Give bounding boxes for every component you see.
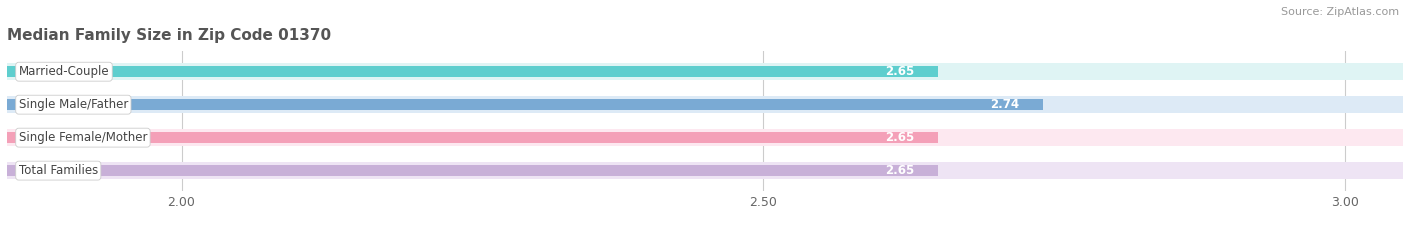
Bar bbox=[7, 99, 1042, 110]
Text: Median Family Size in Zip Code 01370: Median Family Size in Zip Code 01370 bbox=[7, 28, 332, 43]
Text: 2.65: 2.65 bbox=[886, 65, 914, 78]
Text: Married-Couple: Married-Couple bbox=[18, 65, 110, 78]
Bar bbox=[7, 63, 1403, 80]
Bar bbox=[7, 66, 938, 77]
Text: 2.74: 2.74 bbox=[990, 98, 1019, 111]
Text: Total Families: Total Families bbox=[18, 164, 98, 177]
Text: Single Male/Father: Single Male/Father bbox=[18, 98, 128, 111]
Bar bbox=[7, 165, 938, 176]
Text: Source: ZipAtlas.com: Source: ZipAtlas.com bbox=[1281, 7, 1399, 17]
Bar bbox=[7, 162, 1403, 179]
Bar bbox=[7, 129, 1403, 146]
Bar bbox=[7, 96, 1403, 113]
Text: 2.65: 2.65 bbox=[886, 164, 914, 177]
Text: Single Female/Mother: Single Female/Mother bbox=[18, 131, 148, 144]
Text: 2.65: 2.65 bbox=[886, 131, 914, 144]
Bar bbox=[7, 132, 938, 143]
